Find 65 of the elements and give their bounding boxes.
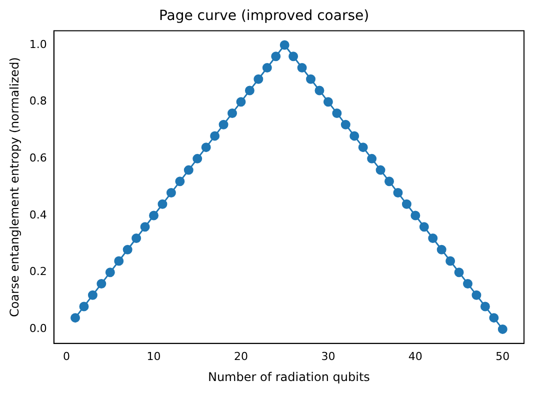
point [376,165,386,175]
point [323,97,333,107]
point [218,120,228,130]
point [105,268,115,278]
x-tick-label: 20 [234,350,248,363]
point [332,108,342,118]
point [393,188,403,198]
point [454,268,464,278]
x-axis-title: Number of radiation qubits [208,370,370,384]
point [70,313,80,323]
point [158,199,168,209]
point [96,278,106,288]
point [402,199,412,209]
point [201,142,211,152]
point [314,86,324,96]
point [446,256,456,266]
x-tick-label: 10 [146,350,161,363]
point [288,52,298,62]
point [462,278,472,288]
y-tick-label: 1.0 [29,38,47,51]
point [132,234,142,244]
point [297,62,307,72]
point [175,176,185,186]
x-tick-label: 0 [63,350,70,363]
point [184,165,194,175]
point [410,210,420,220]
point [88,290,98,300]
point [306,74,316,84]
point [244,86,254,96]
point [384,176,394,186]
point [428,234,438,244]
point [350,131,360,141]
y-tick-label: 0.0 [29,322,47,336]
point [254,74,264,84]
y-tick-label: 0.4 [29,208,47,222]
point [280,40,290,50]
point [472,290,482,300]
point [140,222,150,232]
point [122,244,132,254]
point [166,188,176,198]
point [271,52,281,62]
y-tick-label: 0.6 [29,152,47,165]
point [498,324,508,334]
point [79,302,89,312]
y-tick-label: 0.2 [29,265,47,278]
point [489,313,499,323]
x-tick-label: 40 [408,350,422,363]
point [210,131,220,141]
x-tick-label: 30 [321,350,336,363]
point [192,154,202,164]
point [228,108,238,118]
point [262,62,272,72]
point [436,244,446,254]
x-tick-label: 50 [496,350,510,363]
point [114,256,124,266]
point [358,142,368,152]
chart-title: Page curve (improved coarse) [158,8,370,24]
point [367,154,377,164]
y-axis-title: Coarse entanglement entropy (normalized) [7,57,22,318]
point [236,97,246,107]
point [419,222,429,232]
y-tick-label: 0.8 [29,94,47,108]
point [480,302,490,312]
point [149,210,159,220]
point [340,120,350,130]
